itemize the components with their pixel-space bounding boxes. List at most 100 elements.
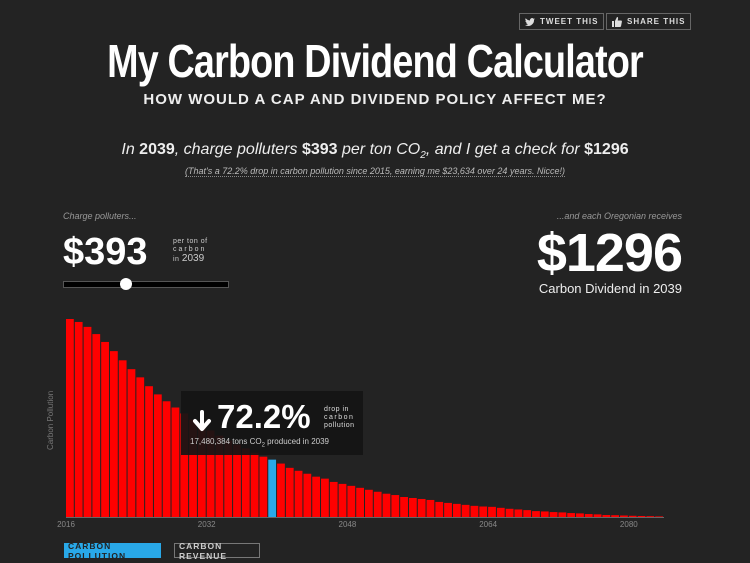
bar[interactable] [83, 326, 92, 517]
summary-check: $1296 [584, 141, 629, 158]
bar[interactable] [277, 463, 285, 517]
bar[interactable] [611, 515, 620, 517]
page-subtitle: HOW WOULD A CAP AND DIVIDEND POLICY AFFE… [143, 91, 607, 108]
arrow-down-icon [193, 410, 211, 431]
bar[interactable] [241, 448, 250, 517]
bar[interactable] [259, 456, 268, 517]
summary-year: 2039 [139, 141, 175, 158]
bar[interactable] [365, 489, 373, 517]
unit-line: carbon [173, 246, 207, 253]
price-value: $393 [63, 231, 148, 273]
bar[interactable] [92, 334, 101, 517]
bar[interactable] [470, 505, 479, 517]
bar[interactable] [109, 351, 118, 517]
bar[interactable] [479, 506, 488, 517]
bar[interactable] [488, 506, 496, 517]
x-tick-label: 2080 [620, 520, 638, 529]
x-tick-label: 2064 [479, 520, 497, 529]
bar[interactable] [206, 430, 215, 517]
bar[interactable] [285, 467, 294, 517]
bar[interactable] [373, 491, 382, 517]
tab-carbon-revenue[interactable]: CARBON REVENUE [174, 541, 260, 561]
bar[interactable] [153, 394, 162, 517]
bar[interactable] [426, 499, 435, 517]
bar[interactable] [338, 483, 347, 517]
caption-line: drop in [324, 406, 349, 413]
bar[interactable] [145, 386, 153, 517]
bar[interactable] [382, 493, 391, 517]
bar[interactable] [74, 321, 83, 517]
bar[interactable] [250, 452, 259, 517]
bar[interactable] [549, 512, 558, 517]
price-unit: per ton of carbon in 2039 [173, 238, 208, 264]
bar[interactable] [540, 511, 549, 517]
bar[interactable] [171, 407, 180, 517]
bar[interactable] [101, 341, 109, 517]
bar[interactable] [118, 360, 127, 517]
bar[interactable] [347, 485, 356, 517]
twitter-icon [525, 17, 535, 26]
bar[interactable] [628, 515, 637, 517]
tooltip-detail: 17,480,384 tons CO2 produced in 2039 [190, 437, 329, 449]
bar[interactable] [461, 504, 470, 517]
bar[interactable] [567, 513, 576, 517]
bar[interactable] [620, 515, 628, 517]
bar[interactable] [444, 502, 452, 517]
text: , charge polluters [174, 141, 302, 158]
bar[interactable] [66, 319, 74, 517]
dividend-label: ...and each Oregonian receives [556, 211, 682, 221]
bar[interactable] [303, 473, 312, 517]
tooltip-caption: drop in carbon pollution [324, 406, 355, 430]
x-tick-label: 2048 [339, 520, 357, 529]
x-tick-label: 2016 [57, 520, 75, 529]
bar[interactable] [197, 425, 206, 517]
tweet-button[interactable]: TWEET THIS [519, 13, 605, 30]
bar[interactable] [417, 498, 426, 517]
bar[interactable] [408, 497, 417, 517]
bar[interactable] [233, 444, 241, 517]
bar[interactable] [136, 377, 145, 517]
bar[interactable] [532, 511, 540, 517]
bar[interactable] [180, 413, 189, 517]
text: 17,480,384 tons CO [190, 437, 262, 446]
share-button[interactable]: SHARE THIS [606, 13, 692, 30]
bar[interactable] [400, 497, 408, 517]
text: per ton CO [337, 141, 421, 158]
subscript: 2 [420, 150, 426, 162]
bar[interactable] [655, 516, 663, 517]
bar[interactable] [602, 515, 611, 517]
bar[interactable] [224, 440, 233, 517]
bar[interactable] [321, 478, 329, 517]
bar[interactable] [391, 495, 400, 517]
bar[interactable] [162, 401, 171, 517]
bar[interactable] [435, 501, 444, 517]
subscript: 2 [261, 442, 265, 449]
bar[interactable] [329, 481, 338, 517]
summary-price: $393 [301, 141, 338, 158]
tab-carbon-pollution[interactable]: CARBON POLLUTION [64, 541, 161, 561]
bar-highlighted[interactable] [268, 459, 277, 517]
bar[interactable] [593, 514, 602, 517]
bar[interactable] [127, 369, 136, 517]
bar[interactable] [452, 503, 461, 517]
bar[interactable] [312, 476, 321, 517]
bar[interactable] [584, 514, 593, 517]
bar[interactable] [637, 515, 646, 517]
unit-prefix: in [173, 256, 180, 263]
unit-year-line: in 2039 [173, 254, 208, 264]
bar[interactable] [514, 509, 523, 517]
bar[interactable] [294, 470, 303, 517]
bar[interactable] [215, 435, 224, 517]
bar[interactable] [523, 510, 532, 517]
bar[interactable] [558, 512, 567, 517]
bar[interactable] [496, 507, 505, 517]
bar[interactable] [646, 516, 655, 517]
slider-handle[interactable] [120, 278, 132, 290]
bar[interactable] [576, 513, 584, 517]
price-slider[interactable] [63, 281, 229, 288]
bar[interactable] [356, 487, 364, 517]
bar[interactable] [189, 419, 197, 517]
price-label: Charge polluters... [63, 211, 137, 221]
bar[interactable] [505, 508, 514, 517]
